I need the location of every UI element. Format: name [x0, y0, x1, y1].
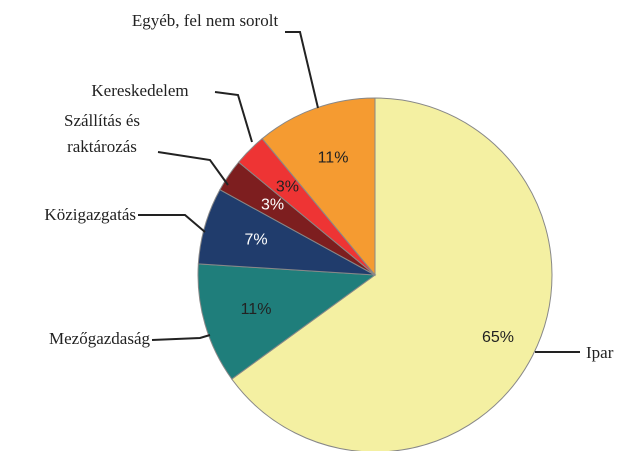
leader-line	[138, 214, 206, 233]
leader-line	[157, 151, 229, 186]
data-label: 11%	[241, 301, 272, 318]
pie-slice	[197, 263, 377, 380]
leader-line	[151, 334, 211, 341]
category-label: Szállítás és raktározás	[63, 111, 140, 156]
data-label: 11%	[318, 150, 349, 167]
data-label: 65%	[482, 329, 514, 346]
category-label: Kereskedelem	[91, 81, 189, 100]
category-label: Egyéb, fel nem sorolt	[131, 11, 279, 30]
category-label: Közigazgatás	[44, 205, 136, 224]
data-label: 7%	[244, 232, 267, 249]
leader-line	[214, 91, 253, 143]
pie-slice	[231, 97, 553, 451]
leader-line	[285, 31, 319, 109]
data-label: 3%	[276, 179, 299, 196]
pie-slice	[261, 97, 376, 277]
category-label: Mezőgazdaság	[48, 329, 150, 348]
data-label: 3%	[261, 197, 284, 214]
category-label: Ipar	[586, 343, 614, 362]
leader-lines	[138, 31, 580, 353]
